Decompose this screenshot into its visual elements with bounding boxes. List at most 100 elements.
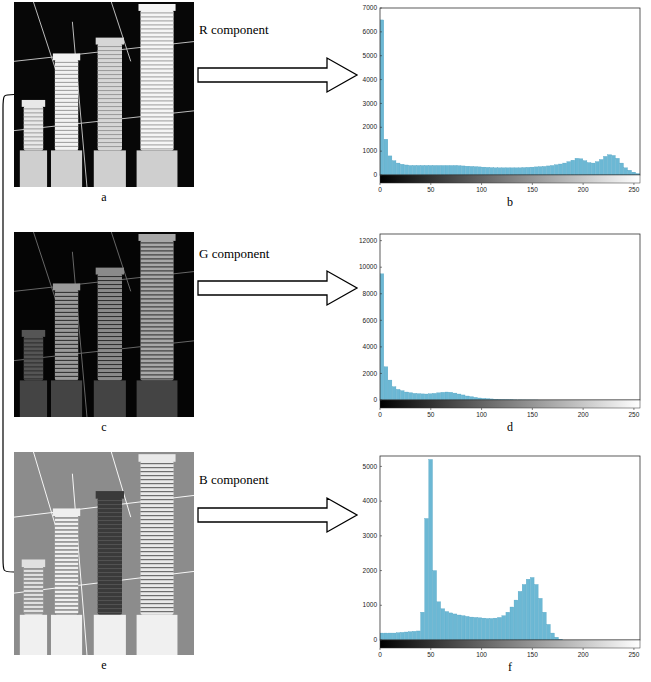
insulator-shed <box>140 519 173 520</box>
insulator-shed <box>55 352 78 353</box>
insulator-cap <box>53 508 80 516</box>
insulator-shed <box>55 561 78 562</box>
insulator <box>55 59 78 150</box>
bar <box>465 396 469 400</box>
insulator-shed <box>140 270 173 271</box>
bar <box>417 394 421 400</box>
insulator-shed <box>98 280 122 281</box>
x-tick-label: 200 <box>578 411 589 418</box>
bar <box>551 165 555 175</box>
bar <box>417 631 421 640</box>
insulator-shed <box>140 108 173 109</box>
insulator-shed <box>55 372 78 373</box>
insulator-shed <box>140 362 173 363</box>
bar <box>453 393 457 400</box>
bar <box>437 393 441 400</box>
bar <box>522 168 526 175</box>
insulator-shed <box>24 588 43 589</box>
insulator-shed <box>140 338 173 339</box>
insulator-shed <box>24 378 43 379</box>
bar <box>478 167 482 175</box>
bar <box>543 166 547 175</box>
insulator-shed <box>140 56 173 57</box>
insulator-base <box>20 615 47 655</box>
insulator-cap <box>138 454 175 462</box>
insulator-shed <box>55 130 78 131</box>
insulator-shed <box>140 136 173 137</box>
y-tick-label: 12000 <box>359 237 377 244</box>
x-tick <box>532 408 533 410</box>
bars <box>380 459 563 640</box>
insulator-shed <box>140 535 173 536</box>
insulator-shed <box>140 531 173 532</box>
bar <box>526 579 530 640</box>
bar <box>413 165 417 175</box>
insulator-shed <box>24 140 43 141</box>
bar <box>413 631 417 640</box>
bar <box>380 633 384 640</box>
insulator-shed <box>140 262 173 263</box>
insulator-shed <box>140 350 173 351</box>
bar <box>469 617 473 640</box>
insulator-shed <box>98 520 122 521</box>
insulator-shed <box>140 48 173 49</box>
y-tick-label: 0 <box>373 636 377 643</box>
insulator-shed <box>98 564 122 565</box>
insulator-shed <box>55 356 78 357</box>
insulator-shed <box>140 278 173 279</box>
y-tick-label: 6000 <box>363 317 378 324</box>
insulator-shed <box>24 338 43 339</box>
insulator-shed <box>140 52 173 53</box>
bar <box>429 459 433 640</box>
insulator-shed <box>55 304 78 305</box>
insulator-shed <box>24 596 43 597</box>
bar <box>506 612 510 640</box>
insulator-shed <box>140 603 173 604</box>
insulator-shed <box>98 50 122 51</box>
bar <box>579 159 583 175</box>
bar <box>396 163 400 175</box>
insulator-shed <box>140 96 173 97</box>
insulator-shed <box>98 552 122 553</box>
insulator-shed <box>140 366 173 367</box>
bar <box>530 167 534 175</box>
insulator-shed <box>98 364 122 365</box>
insulator-shed <box>55 613 78 614</box>
insulator-shed <box>98 296 122 297</box>
insulator-shed <box>24 584 43 585</box>
insulator-shed <box>24 592 43 593</box>
insulator-shed <box>55 122 78 123</box>
insulator <box>55 289 78 380</box>
bar <box>482 618 486 640</box>
bar <box>400 391 404 400</box>
bar <box>538 167 542 175</box>
insulator-shed <box>140 294 173 295</box>
insulator-base <box>137 380 178 417</box>
bar <box>599 159 603 175</box>
insulator-base <box>51 615 82 655</box>
insulator-shed <box>140 471 173 472</box>
bar <box>620 163 624 175</box>
bar <box>384 367 388 400</box>
insulator-shed <box>98 572 122 573</box>
insulator-shed <box>98 74 122 75</box>
y-tick <box>380 400 382 401</box>
insulator <box>140 240 173 380</box>
bar <box>571 160 575 175</box>
bar <box>494 618 498 640</box>
bar <box>445 612 449 640</box>
insulator-shed <box>24 120 43 121</box>
bar <box>473 617 477 640</box>
insulator-shed <box>24 148 43 149</box>
insulator-shed <box>140 144 173 145</box>
insulator-shed <box>55 312 78 313</box>
x-tick-label: 150 <box>527 411 538 418</box>
insulator-shed <box>55 62 78 63</box>
bar <box>421 394 425 400</box>
insulator-shed <box>140 346 173 347</box>
bar <box>457 615 461 640</box>
insulator-shed <box>140 611 173 612</box>
arrow <box>198 271 357 305</box>
insulator-shed <box>55 324 78 325</box>
insulator <box>98 44 122 151</box>
